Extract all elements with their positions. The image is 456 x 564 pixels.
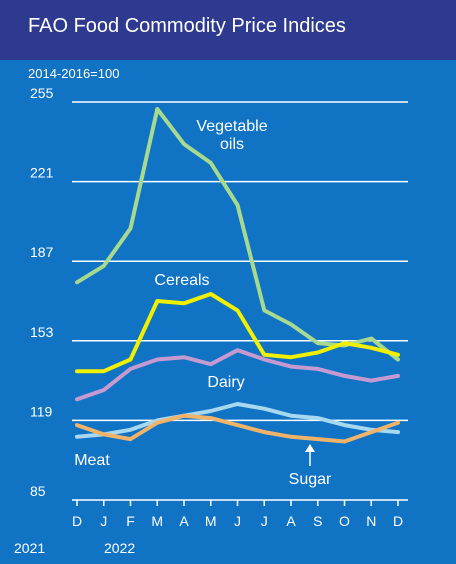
series-label-meat: Meat xyxy=(74,452,110,469)
chart-title: FAO Food Commodity Price Indices xyxy=(28,15,346,37)
year-label: 2022 xyxy=(104,540,135,556)
series-label-cereals: Cereals xyxy=(154,272,209,289)
y-tick-label: 119 xyxy=(30,403,53,419)
gridlines xyxy=(72,101,408,422)
sugar-pointer-arrowhead xyxy=(305,444,315,452)
series-line-dairy xyxy=(75,348,400,402)
x-tick-label: J xyxy=(234,513,241,529)
y-tick-label: 187 xyxy=(30,244,54,260)
x-tick-label: A xyxy=(179,513,189,529)
series-labels: Vegetable oils Cereals Dairy Meat Sugar xyxy=(74,118,332,488)
y-tick-label: 221 xyxy=(30,165,54,181)
x-tick-label: J xyxy=(261,513,268,529)
x-tick-label: J xyxy=(100,513,107,529)
series-line-meat xyxy=(75,402,400,439)
y-tick-label: 85 xyxy=(30,483,46,499)
series-label-dairy: Dairy xyxy=(207,374,244,391)
x-tick-label: F xyxy=(126,513,135,529)
series-line-vegetable-oils xyxy=(75,107,400,362)
series-label-vegetable-oils: Vegetable oils xyxy=(196,118,267,153)
x-tick-label: A xyxy=(286,513,296,529)
year-label: 2021 xyxy=(14,540,45,556)
series-lines xyxy=(75,107,400,444)
y-tick-label: 255 xyxy=(30,85,54,101)
x-tick-label: M xyxy=(151,513,163,529)
chart-subtitle: 2014-2016=100 xyxy=(28,66,120,81)
x-tick-label: O xyxy=(339,513,350,529)
title-bar: FAO Food Commodity Price Indices xyxy=(0,0,456,60)
x-tick-label: D xyxy=(393,513,403,529)
series-label-sugar: Sugar xyxy=(289,471,332,488)
x-tick-label: S xyxy=(313,513,322,529)
series-line-sugar xyxy=(75,413,400,444)
series-line-cereals xyxy=(75,292,400,374)
x-tick-label: N xyxy=(366,513,376,529)
y-tick-label: 153 xyxy=(30,324,54,340)
x-tick-label: M xyxy=(205,513,217,529)
x-tick-label: D xyxy=(72,513,82,529)
